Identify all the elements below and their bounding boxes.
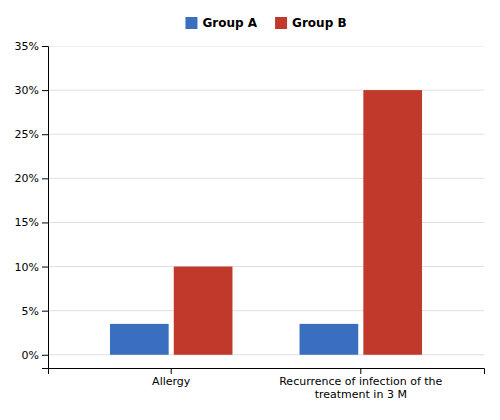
y-tick-mark: [42, 178, 48, 179]
x-tick-label-line: Allergy: [152, 375, 191, 388]
y-tick: 0%: [22, 349, 48, 362]
x-axis: Allergy Recurrence of infection of thetre…: [49, 368, 485, 401]
bar-series: [110, 324, 358, 355]
x-tick-label: Allergy: [152, 375, 191, 388]
y-tick: 20%: [15, 172, 48, 185]
y-tick-mark: [42, 46, 48, 47]
legend-label: Group B: [292, 16, 346, 30]
y-tick-label: 20%: [15, 172, 39, 185]
bar: [363, 90, 422, 355]
y-tick-label: 25%: [15, 128, 39, 141]
legend: Group A Group B: [185, 16, 346, 30]
y-tick-mark: [42, 90, 48, 91]
y-tick: 15%: [15, 216, 48, 229]
x-tick-label-line: treatment in 3 M: [315, 388, 407, 401]
bar-series: [174, 90, 422, 355]
y-tick-mark: [42, 134, 48, 135]
chart-container: 0% 5% 10% 15% 20% 25% 30% 35% Allergy Recurrence …: [0, 0, 500, 420]
bars: [110, 90, 422, 355]
y-tick-mark: [42, 355, 48, 356]
chart-svg: 0% 5% 10% 15% 20% 25% 30% 35% Allergy Recurrence …: [0, 0, 500, 420]
y-tick-label: 10%: [15, 261, 39, 274]
legend-item: Group B: [275, 16, 346, 30]
plot: 0% 5% 10% 15% 20% 25% 30% 35% Allergy Recurrence …: [15, 40, 485, 401]
legend-item: Group A: [185, 16, 257, 30]
grid: [48, 46, 484, 355]
x-tick: Recurrence of infection of thetreatment …: [279, 368, 442, 401]
y-tick-label: 30%: [15, 84, 39, 97]
x-tick: Allergy: [152, 368, 191, 388]
y-tick: 30%: [15, 84, 48, 97]
y-tick: 25%: [15, 128, 48, 141]
y-tick-mark: [42, 222, 48, 223]
legend-label: Group A: [202, 16, 257, 30]
x-tick-label: Recurrence of infection of thetreatment …: [279, 375, 442, 401]
x-tick-label-line: Recurrence of infection of the: [279, 375, 442, 388]
x-tick-mark: [171, 368, 172, 374]
y-tick-mark: [42, 311, 48, 312]
y-tick-label: 0%: [22, 349, 39, 362]
y-tick-label: 15%: [15, 216, 39, 229]
x-axis-line: [49, 369, 485, 375]
y-tick: 35%: [15, 40, 48, 53]
y-axis-line: [42, 47, 49, 369]
x-tick-mark: [360, 368, 361, 374]
y-tick-mark: [42, 267, 48, 268]
grid-line: [48, 46, 484, 47]
y-axis: 0% 5% 10% 15% 20% 25% 30% 35%: [15, 40, 49, 368]
y-tick: 5%: [22, 305, 48, 318]
y-tick: 10%: [15, 261, 48, 274]
bar: [110, 324, 169, 355]
legend-swatch: [275, 17, 287, 29]
y-tick-label: 35%: [15, 40, 39, 53]
bar: [300, 324, 359, 355]
bar: [174, 267, 233, 355]
y-tick-label: 5%: [22, 305, 39, 318]
legend-swatch: [185, 17, 197, 29]
